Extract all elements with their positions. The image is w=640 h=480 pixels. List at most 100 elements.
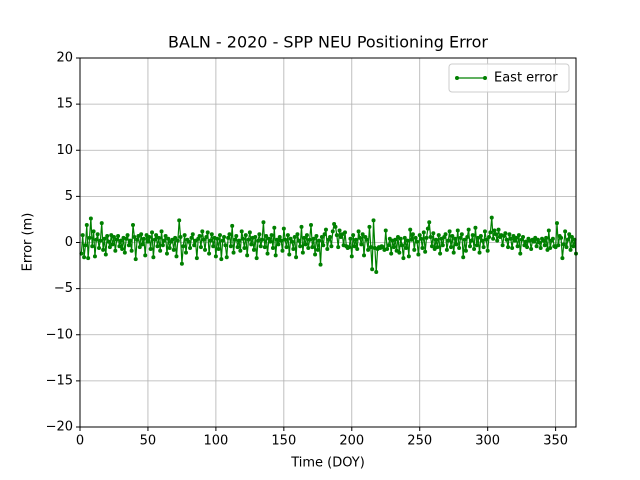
data-point	[277, 234, 282, 239]
data-point	[457, 246, 462, 251]
data-point	[386, 243, 391, 248]
data-point	[306, 246, 311, 251]
data-point	[385, 246, 390, 251]
data-point	[98, 238, 103, 243]
plot-frame	[79, 57, 577, 428]
data-point	[515, 244, 520, 249]
data-point	[141, 236, 146, 241]
data-point	[544, 235, 549, 240]
data-point	[129, 248, 134, 253]
data-point	[447, 229, 452, 234]
data-point	[83, 243, 88, 248]
data-point	[258, 244, 263, 249]
data-point	[510, 246, 515, 251]
data-point	[276, 242, 281, 247]
y-tick-label: −15	[46, 373, 73, 388]
data-point	[404, 246, 409, 251]
data-point	[450, 234, 455, 239]
data-point	[367, 224, 372, 229]
data-point	[374, 270, 379, 275]
data-point	[556, 243, 561, 248]
data-point	[563, 229, 568, 234]
data-point	[337, 228, 342, 233]
data-point	[406, 254, 411, 259]
data-point	[478, 234, 483, 239]
data-point	[94, 237, 99, 242]
y-axis-label: Error (m)	[21, 213, 36, 272]
data-point	[567, 232, 572, 237]
data-point	[294, 255, 299, 260]
data-point	[133, 257, 138, 262]
data-point	[487, 234, 492, 239]
data-point	[462, 237, 467, 242]
data-point	[249, 242, 254, 247]
data-point	[116, 234, 121, 239]
data-point	[349, 254, 354, 259]
data-point	[166, 236, 171, 241]
data-point	[531, 239, 536, 244]
y-tick-label: 10	[56, 143, 73, 158]
data-point	[323, 227, 328, 232]
data-point	[181, 244, 186, 249]
data-point	[459, 232, 464, 237]
data-point	[541, 238, 546, 243]
data-point	[334, 233, 339, 238]
data-point	[110, 242, 115, 247]
data-point	[84, 222, 89, 227]
data-point	[571, 244, 576, 249]
data-point	[230, 223, 235, 228]
data-point	[503, 231, 508, 236]
data-point	[113, 248, 118, 253]
x-tick-label: 200	[339, 434, 364, 449]
legend-label: East error	[494, 71, 558, 86]
data-point	[147, 234, 152, 239]
data-point	[292, 234, 297, 239]
data-point	[506, 245, 511, 250]
data-point	[311, 236, 316, 241]
legend-marker	[483, 76, 487, 80]
data-point	[507, 232, 512, 237]
y-tick-label: −20	[46, 420, 73, 435]
data-point	[356, 229, 361, 234]
data-point	[114, 237, 119, 242]
data-point	[102, 236, 107, 241]
data-point	[272, 225, 277, 230]
data-point	[95, 232, 100, 237]
data-point	[245, 253, 250, 258]
data-point	[111, 234, 116, 239]
data-point	[351, 233, 356, 238]
x-tick-label: 50	[140, 434, 157, 449]
data-point	[284, 245, 289, 250]
data-point	[469, 238, 474, 243]
data-point	[325, 246, 330, 251]
data-point	[304, 233, 309, 238]
data-point	[203, 247, 208, 252]
data-point	[224, 255, 229, 260]
data-point	[521, 234, 526, 239]
data-point	[548, 246, 553, 251]
data-point	[453, 236, 458, 241]
data-point	[409, 237, 414, 242]
data-point	[137, 245, 142, 250]
y-tick-label: 0	[65, 235, 73, 250]
data-point	[190, 232, 195, 237]
data-point	[283, 237, 288, 242]
data-point	[466, 227, 471, 232]
data-point	[393, 237, 398, 242]
data-point	[554, 221, 559, 226]
data-point	[412, 247, 417, 252]
data-point	[262, 245, 267, 250]
data-point	[564, 245, 569, 250]
data-point	[163, 234, 168, 239]
data-point	[124, 236, 129, 241]
data-point	[281, 226, 286, 231]
data-point	[360, 232, 365, 237]
data-point	[317, 238, 322, 243]
data-point	[156, 235, 161, 240]
data-point	[413, 235, 418, 240]
data-point	[280, 248, 285, 253]
data-point	[226, 235, 231, 240]
data-point	[232, 237, 237, 242]
data-point	[299, 224, 304, 229]
